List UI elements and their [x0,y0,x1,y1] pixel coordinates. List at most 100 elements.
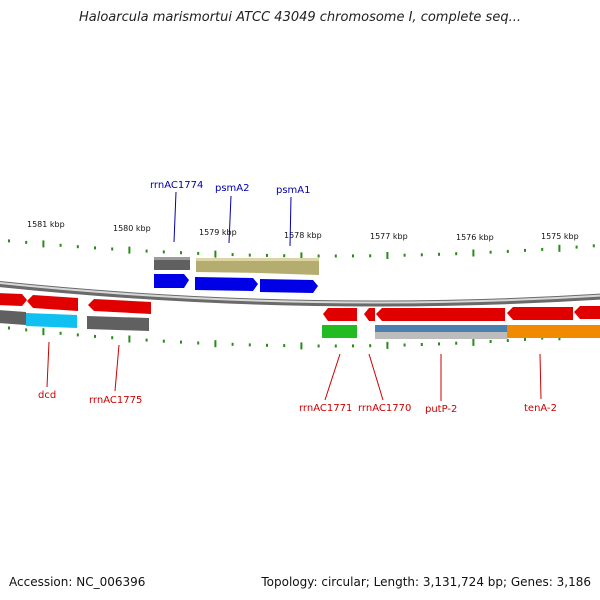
callout-line-psmA2 [228,195,232,244]
gene-rrnAC1774-cds[interactable] [154,274,189,288]
top-scale-tick [162,250,165,254]
gene-red-left-edge[interactable] [0,293,27,306]
bottom-scale-tick [489,340,492,343]
bottom-scale-tick [248,343,251,347]
top-scale-tick [352,254,354,258]
top-scale-tick [438,252,440,256]
gene-rrnAC1775-cds[interactable] [88,299,151,314]
top-scale-tick [25,240,28,244]
gene-tenA-2-feature[interactable] [507,325,600,338]
callout-line-rrnAC1774 [173,191,177,243]
bottom-scale-tick [524,337,526,341]
bottom-scale-tick [352,344,354,348]
gene-putP-2-feature-bottom [375,332,507,339]
chromosome-backbone-highlight [0,282,600,304]
scale-label-1579: 1579 kbp [199,228,237,237]
top-scale-tick [420,253,423,257]
gene-label-tenA-2[interactable]: tenA-2 [524,403,557,414]
gene-psmA2-cds[interactable] [195,277,258,291]
scale-label-1581: 1581 kbp [27,220,65,229]
bottom-scale-tick [283,344,286,348]
top-scale-tick [541,247,544,251]
callout-line-dcd [46,341,50,388]
bottom-scale-tick [162,339,165,343]
gene-putP-2-cds[interactable] [376,308,505,321]
top-scale-tick [558,244,561,252]
gene-rrnAC1774-rna[interactable] [154,257,190,270]
top-scale-tick [214,250,217,258]
gene-psmA-feature-shine [196,258,319,261]
gene-dcd-cds[interactable] [27,295,78,311]
top-scale-tick [128,246,131,254]
gene-tenA-2-cds[interactable] [507,307,573,320]
map-title: Haloarcula marismortui ATCC 43049 chromo… [79,10,521,25]
top-scale-tick [111,247,114,251]
callout-line-tenA-2 [539,353,542,400]
bottom-scale-tick [455,341,458,345]
gene-psmA1-cds[interactable] [260,279,318,293]
gene-putP-2-feature-top[interactable] [375,325,507,332]
gene-rrnAC1771-feature[interactable] [322,325,357,338]
top-scale-tick [197,251,200,255]
bottom-scale-tick [214,340,217,348]
accession-text: Accession: NC_006396 [9,575,146,589]
gene-rrnAC1770-cds[interactable] [364,308,375,321]
gene-label-putP-2[interactable]: putP-2 [425,404,457,415]
top-scale-tick [386,252,389,259]
gene-label-rrnAC1771[interactable]: rrnAC1771 [299,403,352,414]
bottom-scale-tick [25,328,28,332]
callout-line-psmA1 [289,196,292,247]
callout-line-rrnAC1771 [324,353,341,401]
bottom-scale-tick [317,344,320,348]
bottom-scale-tick [231,342,234,346]
bottom-scale-tick [541,336,544,340]
gene-rrnAC1771-cds[interactable] [323,308,357,321]
bottom-scale-tick [8,326,10,330]
top-scale-tick [145,249,148,253]
bottom-scale-tick [438,342,440,346]
bottom-scale-tick [76,333,79,337]
top-scale-tick [266,253,268,257]
top-scale-tick [283,254,286,258]
scale-label-1577: 1577 kbp [370,232,408,241]
bottom-scale-tick [59,331,62,335]
top-scale-tick [455,252,458,256]
top-scale-tick [300,252,303,260]
gene-red-right-edge[interactable] [574,306,600,319]
feature-gray-left-edge[interactable] [0,310,26,325]
gene-label-dcd[interactable]: dcd [38,390,56,401]
bottom-scale-tick [94,334,96,338]
bottom-scale-tick [266,343,268,347]
gene-rrnAC1775-rna[interactable] [87,316,149,331]
gene-psmA2-feature[interactable] [196,258,259,273]
bottom-scale-tick [197,341,200,345]
top-scale-tick [231,253,234,257]
top-scale-tick [369,254,372,258]
bottom-scale-tick [386,341,389,349]
top-scale-tick [94,246,96,250]
gene-label-psmA1[interactable]: psmA1 [276,185,311,196]
callout-line-rrnAC1770 [368,353,384,401]
bottom-scale-tick [180,340,182,344]
bottom-scale-tick [128,335,131,343]
bottom-scale-tick [300,342,303,350]
top-scale-tick [8,239,10,243]
callout-line-rrnAC1775 [114,344,120,392]
bottom-scale-tick [506,339,509,342]
gene-label-psmA2[interactable]: psmA2 [215,183,250,194]
gene-label-rrnAC1770[interactable]: rrnAC1770 [358,403,411,414]
top-scale-tick [317,254,320,258]
gene-psmA1-feature[interactable] [259,259,319,275]
bottom-scale-tick [334,344,337,348]
bottom-scale-tick [420,343,423,346]
top-scale-tick [524,248,526,252]
top-scale-tick [180,251,182,255]
gene-dcd-feature[interactable] [26,313,77,328]
bottom-scale-tick [145,338,148,342]
gene-label-rrnAC1774[interactable]: rrnAC1774 [150,180,203,191]
bottom-scale-tick [472,338,475,346]
bottom-scale-tick [111,336,114,340]
gene-label-rrnAC1775[interactable]: rrnAC1775 [89,395,142,406]
top-scale-tick [248,253,251,257]
